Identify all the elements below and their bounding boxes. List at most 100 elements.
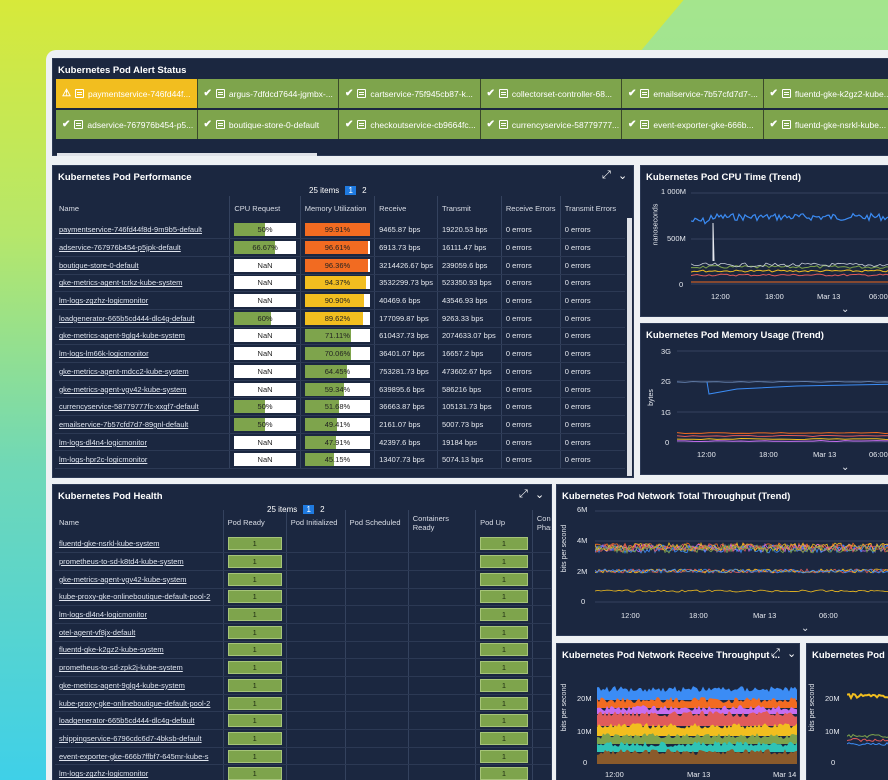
page-1-button[interactable]: 1: [303, 505, 314, 514]
page-2-button[interactable]: 2: [362, 186, 367, 195]
column-header[interactable]: Pod Scheduled: [344, 510, 409, 535]
memory-utilization-bar: 49.41%: [304, 417, 371, 431]
alert-tile[interactable]: ✔ fluentd-gke-k2gz2-kube...: [763, 79, 888, 108]
pod-name-link[interactable]: prometheus-to-sd-k8td4-kube-system: [55, 552, 224, 571]
alert-tile[interactable]: ✔ collectorset-controller-68...: [480, 79, 622, 108]
column-header[interactable]: Transmit: [436, 196, 502, 221]
alert-tile[interactable]: ✔ event-exporter-gke-666b...: [622, 110, 764, 139]
alert-tile[interactable]: ✔ cartservice-75f945cb87-k...: [339, 79, 481, 108]
pod-name-link[interactable]: kube-proxy-gke-onlineboutique-default-po…: [55, 694, 224, 713]
pod-name-link[interactable]: fluentd-gke-nsrkl-kube-system: [55, 535, 224, 554]
pod-name-link[interactable]: gke-metrics-agent-9glg4-kube-system: [55, 327, 230, 346]
chevron-down-icon[interactable]: ⌄: [535, 489, 545, 501]
alert-tile[interactable]: ⚠ paymentservice-746fd44f...: [56, 79, 198, 108]
pod-name-link[interactable]: shippingservice-6796cdc6d7-4bksb-default: [55, 729, 224, 748]
pod-initialized-cell: [285, 623, 346, 642]
alert-tile[interactable]: ✔ adservice-767976b454-p5...: [56, 110, 198, 139]
pod-name-link[interactable]: paymentservice-746fd44f8d-9m9b5-default: [55, 221, 230, 240]
column-header[interactable]: Name: [59, 518, 80, 527]
pod-name-link[interactable]: boutique-store-0-default: [55, 256, 230, 275]
column-header[interactable]: Transmit Errors: [559, 196, 625, 221]
pod-name-link[interactable]: gke-metrics-agent-vgv42-kube-system: [55, 570, 224, 589]
series-line: [595, 543, 888, 555]
column-header[interactable]: Pod Up: [475, 510, 533, 535]
pod-name-link[interactable]: event-exporter-gke-666b7ffbf7-645mr-kube…: [55, 747, 224, 766]
expand-icon[interactable]: ⤢: [519, 488, 528, 500]
pod-name-link[interactable]: lm-logs-lm66k-logicmonitor: [55, 344, 230, 363]
expand-icon[interactable]: ⤢: [771, 647, 780, 659]
table-row: kube-proxy-gke-onlineboutique-default-po…: [55, 694, 551, 713]
column-header[interactable]: CPU Request: [229, 196, 301, 221]
horizontal-scrollbar[interactable]: [57, 153, 317, 156]
x-tick: 06:00: [869, 292, 888, 301]
pod-name-link[interactable]: loadgenerator-665b5cd444-dlc4g-default: [55, 309, 230, 328]
pod-name-link[interactable]: currencyservice-58779777fc-xxgf7-default: [55, 397, 230, 417]
alert-tile[interactable]: ✔ currencyservice-58779777...: [480, 110, 622, 139]
column-header[interactable]: Condition Phase: [531, 510, 551, 535]
expand-icon[interactable]: ⤢: [602, 169, 611, 181]
cpu-request-bar: NaN: [234, 276, 296, 290]
pod-name-link[interactable]: lm-logs-dl4n4-logicmonitor: [55, 605, 224, 624]
series-line: [691, 264, 888, 269]
column-header[interactable]: Name: [59, 204, 80, 213]
chevron-down-icon[interactable]: ⌄: [841, 304, 850, 315]
pod-name-link[interactable]: prometheus-to-sd-zpk2j-kube-system: [55, 658, 224, 677]
pod-name-link[interactable]: gke-metrics-agent-9glg4-kube-system: [55, 676, 224, 695]
pod-name-link[interactable]: loadgenerator-665b5cd444-dlc4g-default: [55, 711, 224, 731]
vertical-scrollbar[interactable]: [627, 218, 632, 476]
y-axis-label: nanoseconds: [652, 203, 660, 246]
pod-up-badge: 1: [480, 572, 528, 586]
pod-name-link[interactable]: gke-metrics-agent-mdcc2-kube-system: [55, 362, 230, 381]
pod-name-link[interactable]: gke-metrics-agent-vgv42-kube-system: [55, 380, 230, 399]
column-header[interactable]: Pod Initialized: [285, 510, 346, 535]
server-icon: [498, 89, 508, 98]
panel-title: Kubernetes Pod Alert Status: [58, 65, 187, 76]
pod-name-link[interactable]: lm-logs-zgzhz-logicmonitor: [55, 291, 230, 310]
chevron-down-icon[interactable]: ⌄: [801, 623, 810, 634]
warning-icon: ⚠: [62, 88, 71, 99]
pod-up-cell: 1: [475, 676, 533, 695]
alert-tile-label: emailservice-7b57cfd7d7-...: [653, 88, 758, 99]
pod-ready-cell: 1: [222, 570, 287, 589]
alert-tile[interactable]: ✔ argus-7dfdcd7644-jgmbx-...: [197, 79, 339, 108]
page-1-button[interactable]: 1: [345, 186, 356, 195]
cpu-chart-plot: [691, 192, 888, 285]
series-line: [595, 568, 888, 574]
y-tick: 6M: [577, 505, 588, 514]
pod-name-link[interactable]: adservice-767976b454-p5jpk-default: [55, 238, 230, 257]
pod-name-link[interactable]: emailservice-7b57cfd7d7-89gnl-default: [55, 415, 230, 434]
cpu-request-bar: NaN: [234, 294, 296, 308]
pod-name-link[interactable]: lm-logs-zgzhz-logicmonitor: [55, 764, 224, 780]
alert-tile[interactable]: ✔ fluentd-gke-nsrkl-kube...: [763, 110, 888, 139]
pod-up-cell: 1: [475, 641, 533, 660]
alert-tile[interactable]: ✔ emailservice-7b57cfd7d7-...: [622, 79, 764, 108]
alert-tile[interactable]: ✔ checkoutservice-cb9664fc...: [339, 110, 481, 139]
chevron-down-icon[interactable]: ⌄: [841, 462, 850, 473]
pod-name-link[interactable]: fluentd-gke-k2gz2-kube-system: [55, 641, 224, 660]
pod-name-link[interactable]: lm-logs-dl4n4-logicmonitor: [55, 433, 230, 452]
pod-scheduled-cell: [344, 535, 409, 554]
pod-name-link[interactable]: kube-proxy-gke-onlineboutique-default-po…: [55, 588, 224, 607]
check-icon: ✔: [769, 88, 778, 99]
alert-tile[interactable]: ✔ boutique-store-0-default: [197, 110, 339, 139]
pod-initialized-cell: [285, 658, 346, 677]
pod-up-badge: 1: [480, 643, 528, 657]
x-tick: 06:00: [819, 611, 838, 620]
chevron-down-icon[interactable]: ⌄: [787, 648, 797, 660]
column-header[interactable]: Pod Ready: [222, 510, 287, 535]
chevron-down-icon[interactable]: ⌄: [618, 170, 628, 182]
pod-name-link[interactable]: gke-metrics-agent-tcrkz-kube-system: [55, 274, 230, 293]
pod-health-panel: Kubernetes Pod Health ⤢ ⌄ 25 items 1 2 N…: [52, 484, 552, 780]
pod-scheduled-cell: [344, 711, 409, 731]
y-tick: 0: [583, 758, 588, 767]
table-row: loadgenerator-665b5cd444-dlc4g-default 6…: [55, 309, 625, 328]
column-header[interactable]: Receive Errors: [500, 196, 561, 221]
page-2-button[interactable]: 2: [320, 505, 325, 514]
pod-name-link[interactable]: otel-agent-vf8jx-default: [55, 623, 224, 642]
column-header[interactable]: Receive: [374, 196, 438, 221]
chart-title: Kubernetes Pod CPU Time (Trend): [646, 172, 802, 183]
pod-ready-badge: 1: [227, 590, 282, 604]
pod-name-link[interactable]: lm-logs-hpr2c-logicmonitor: [55, 450, 230, 470]
column-header[interactable]: Memory Utilization: [299, 196, 375, 221]
column-header[interactable]: Containers Ready: [407, 510, 476, 535]
